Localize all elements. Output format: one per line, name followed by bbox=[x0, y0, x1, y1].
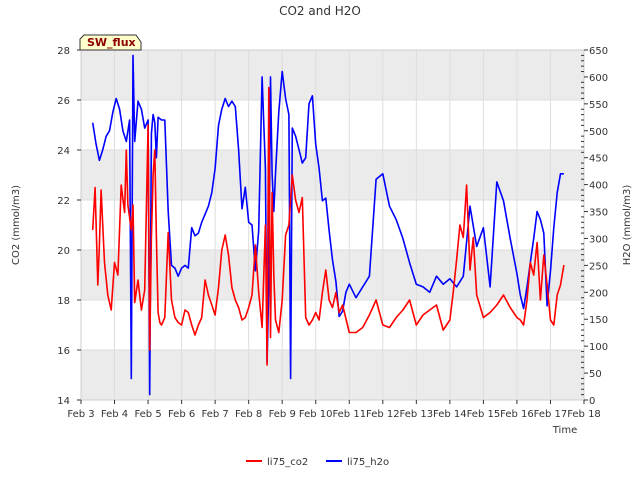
x-tick-label: Feb 11 bbox=[332, 409, 366, 420]
right-y-tick-label: 300 bbox=[589, 234, 608, 245]
left-y-axis-ticks: 14 16 18 20 22 24 26 28 bbox=[57, 46, 81, 407]
left-y-tick-label: 26 bbox=[57, 96, 70, 107]
h2o-series-group bbox=[91, 54, 564, 396]
x-tick-label: Feb 10 bbox=[299, 409, 333, 420]
x-tick-label: Feb 4 bbox=[101, 409, 128, 420]
left-y-axis-title: CO2 (mmol/m3) bbox=[11, 185, 22, 265]
badge-label: SW_flux bbox=[87, 36, 136, 49]
left-y-tick-label: 22 bbox=[57, 196, 70, 207]
right-y-tick-label: 0 bbox=[589, 396, 595, 407]
background-band bbox=[81, 50, 584, 100]
right-y-tick-label: 250 bbox=[589, 261, 608, 272]
x-tick-label: Feb 14 bbox=[433, 409, 467, 420]
left-y-tick-label: 18 bbox=[57, 296, 70, 307]
x-tick-label: Feb 6 bbox=[168, 409, 195, 420]
badge-box bbox=[79, 34, 142, 51]
x-tick-label: Feb 17 bbox=[534, 409, 568, 420]
x-tick-label: Feb 5 bbox=[134, 409, 161, 420]
legend: li75_co2 li75_h2o bbox=[246, 457, 389, 468]
right-y-tick-label: 650 bbox=[589, 46, 608, 57]
right-y-tick-label: 550 bbox=[589, 100, 608, 111]
x-tick-label: Feb 3 bbox=[67, 409, 94, 420]
x-tick-label: Feb 7 bbox=[202, 409, 229, 420]
legend-label-h2o: li75_h2o bbox=[347, 457, 389, 468]
x-axis-title: Time bbox=[552, 425, 577, 436]
left-y-tick-label: 14 bbox=[57, 396, 70, 407]
x-tick-label: Feb 12 bbox=[366, 409, 400, 420]
left-y-tick-label: 16 bbox=[57, 346, 70, 357]
x-tick-label: Feb 15 bbox=[467, 409, 501, 420]
left-y-tick-label: 28 bbox=[57, 46, 70, 57]
plot-frame bbox=[80, 49, 585, 401]
chart-title: CO2 and H2O bbox=[279, 4, 361, 18]
right-y-axis-ticks: 0 50 100 150 200 250 300 350 400 450 500 550 600 650 bbox=[581, 46, 608, 407]
background-band bbox=[81, 350, 584, 400]
right-y-tick-label: 150 bbox=[589, 315, 608, 326]
x-tick-label: Feb 16 bbox=[500, 409, 534, 420]
left-y-tick-label: 20 bbox=[57, 246, 70, 257]
x-tick-label: Feb 13 bbox=[400, 409, 434, 420]
sw-flux-badge: SW_flux bbox=[79, 34, 142, 51]
right-y-tick-label: 50 bbox=[589, 369, 602, 380]
co2-series-group bbox=[91, 86, 565, 366]
right-y-tick-label: 500 bbox=[589, 127, 608, 138]
legend-label-co2: li75_co2 bbox=[267, 457, 308, 468]
right-y-axis-title: H2O (mmol/m3) bbox=[622, 185, 633, 266]
left-y-tick-label: 24 bbox=[57, 146, 70, 157]
x-tick-label: Feb 8 bbox=[235, 409, 262, 420]
right-y-tick-label: 100 bbox=[589, 342, 608, 353]
background-bands bbox=[81, 50, 584, 400]
x-axis-ticks: Feb 3 Feb 4 Feb 5 Feb 6 Feb 7 Feb 8 Feb 9 Feb 1… bbox=[67, 400, 601, 420]
x-tick-label: Feb 18 bbox=[567, 409, 601, 420]
right-y-tick-label: 450 bbox=[589, 154, 608, 165]
right-y-tick-label: 600 bbox=[589, 73, 608, 84]
h2o-series-line bbox=[91, 54, 564, 396]
right-y-tick-label: 200 bbox=[589, 288, 608, 299]
co2-series-line bbox=[91, 86, 565, 366]
x-tick-label: Feb 9 bbox=[269, 409, 296, 420]
right-y-tick-label: 350 bbox=[589, 208, 608, 219]
right-y-tick-label: 400 bbox=[589, 181, 608, 192]
